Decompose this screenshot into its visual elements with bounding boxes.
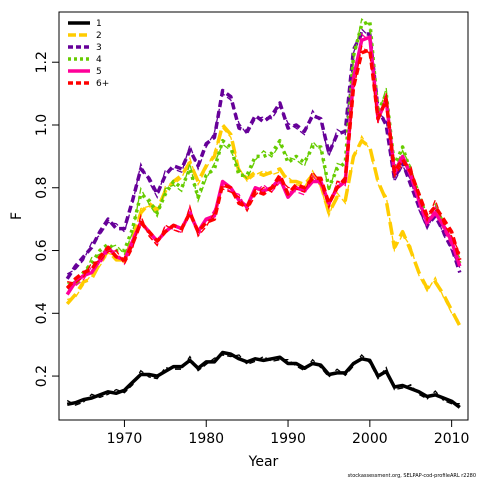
y-axis-label: F	[9, 212, 25, 220]
y-axis: 0.2 0.4 0.6 0.8 1.0 1.2	[34, 51, 59, 387]
credit-text: stockassessment.org, SELPAP-cod-profileA…	[348, 473, 476, 479]
series-line-1	[66, 350, 461, 409]
legend-label-3: 3	[96, 43, 102, 53]
x-axis-label: Year	[248, 454, 279, 470]
series-line-4	[66, 19, 462, 290]
legend-label-4: 4	[96, 55, 102, 65]
legend-label-6+: 6+	[96, 79, 109, 89]
x-tick-label-2010: 2010	[434, 431, 470, 447]
x-tick-label-1970: 1970	[107, 431, 143, 447]
y-tick-label-0-4: 0.4	[34, 302, 50, 324]
series-line-thin-6+	[67, 44, 461, 284]
y-tick-label-1: 1.0	[34, 114, 50, 136]
legend-label-5: 5	[96, 67, 102, 77]
x-tick-label-2000: 2000	[352, 431, 388, 447]
legend-label-1: 1	[96, 19, 102, 29]
series-line-2	[65, 123, 462, 327]
series-layer	[65, 17, 462, 409]
series-line-6+	[65, 47, 462, 290]
x-tick-label-1990: 1990	[270, 431, 306, 447]
y-tick-label-1-2: 1.2	[34, 51, 50, 73]
legend-label-2: 2	[96, 31, 102, 41]
legend: 1 2 3 4 5 6+	[68, 19, 109, 89]
y-tick-label-0-2: 0.2	[34, 365, 50, 387]
series-line-thin-1	[66, 354, 460, 406]
y-tick-label-0-8: 0.8	[34, 177, 50, 199]
x-axis: 1970 1980 1990 2000 2010	[107, 420, 470, 447]
series-line-5	[65, 35, 462, 296]
x-tick-label-1980: 1980	[188, 431, 224, 447]
series-line-thin-2	[67, 126, 461, 322]
series-line-3	[65, 32, 462, 280]
plot-frame	[58, 11, 469, 421]
y-tick-label-0-6: 0.6	[34, 239, 50, 261]
